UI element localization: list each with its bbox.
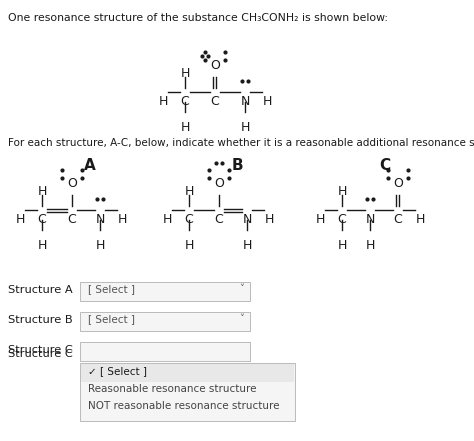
Text: NOT reasonable resonance structure: NOT reasonable resonance structure	[88, 401, 280, 411]
Text: C: C	[337, 213, 346, 226]
Text: H: H	[180, 67, 190, 80]
Text: H: H	[415, 213, 425, 226]
Text: H: H	[264, 213, 273, 226]
Text: H: H	[37, 239, 46, 252]
Text: ˅: ˅	[239, 314, 245, 324]
Text: O: O	[210, 59, 220, 72]
Text: H: H	[365, 239, 374, 252]
Text: H: H	[240, 121, 250, 134]
Text: Structure B: Structure B	[8, 315, 73, 325]
Text: H: H	[180, 121, 190, 134]
Text: For each structure, A-C, below, indicate whether it is a reasonable additional r: For each structure, A-C, below, indicate…	[8, 138, 474, 148]
Text: C: C	[210, 95, 219, 108]
Text: H: H	[162, 213, 172, 226]
Text: C: C	[393, 213, 402, 226]
Text: ✓ [ Select ]: ✓ [ Select ]	[88, 366, 147, 376]
Text: C: C	[185, 213, 193, 226]
Text: One resonance structure of the substance CH₃CONH₂ is shown below:: One resonance structure of the substance…	[8, 13, 388, 23]
Text: C: C	[181, 95, 190, 108]
Text: [ Select ]: [ Select ]	[88, 284, 135, 294]
Text: B: B	[231, 158, 243, 173]
Text: C: C	[380, 158, 391, 173]
Text: H: H	[337, 185, 346, 198]
Text: N: N	[242, 213, 252, 226]
Text: O: O	[67, 177, 77, 190]
Text: N: N	[240, 95, 250, 108]
Text: ˅: ˅	[239, 284, 245, 294]
Text: N: N	[95, 213, 105, 226]
Text: Reasonable resonance structure: Reasonable resonance structure	[88, 384, 256, 394]
Text: C: C	[68, 213, 76, 226]
Text: H: H	[184, 239, 194, 252]
FancyBboxPatch shape	[80, 282, 250, 301]
Text: H: H	[315, 213, 325, 226]
Text: Structure C: Structure C	[8, 345, 73, 355]
Text: H: H	[117, 213, 127, 226]
Text: H: H	[184, 185, 194, 198]
Text: H: H	[158, 95, 168, 108]
Text: H: H	[262, 95, 272, 108]
Text: H: H	[15, 213, 25, 226]
Text: Structure C: Structure C	[8, 349, 73, 359]
Text: [ Select ]: [ Select ]	[88, 314, 135, 324]
Text: H: H	[37, 185, 46, 198]
FancyBboxPatch shape	[81, 364, 294, 382]
Text: H: H	[337, 239, 346, 252]
Text: A: A	[84, 158, 96, 173]
FancyBboxPatch shape	[80, 363, 295, 421]
FancyBboxPatch shape	[80, 342, 250, 361]
Text: O: O	[393, 177, 403, 190]
Text: N: N	[365, 213, 374, 226]
Text: C: C	[37, 213, 46, 226]
Text: H: H	[95, 239, 105, 252]
Text: C: C	[215, 213, 223, 226]
Text: Structure A: Structure A	[8, 285, 73, 295]
Text: H: H	[242, 239, 252, 252]
FancyBboxPatch shape	[80, 312, 250, 331]
Text: O: O	[214, 177, 224, 190]
